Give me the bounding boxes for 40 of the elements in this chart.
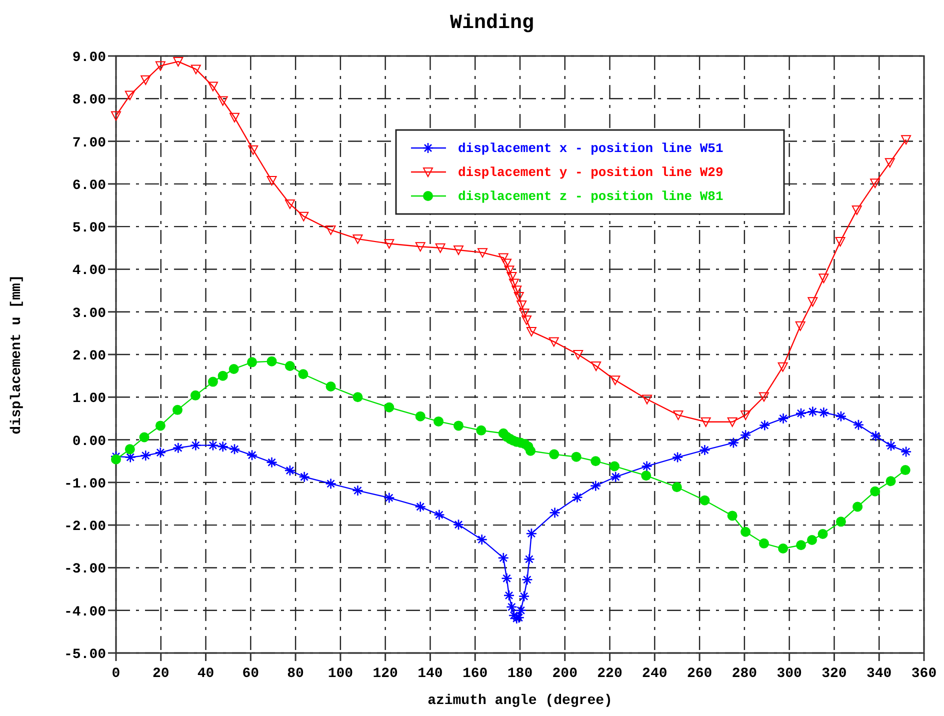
legend-label: displacement z - position line W81 bbox=[458, 189, 724, 204]
x-tick-label: 80 bbox=[287, 666, 304, 682]
y-tick-label: 0.00 bbox=[72, 434, 106, 450]
y-axis-title: displacement u [mm] bbox=[9, 274, 25, 434]
x-tick-label: 220 bbox=[597, 666, 622, 682]
x-tick-label: 140 bbox=[418, 666, 443, 682]
x-tick-label: 200 bbox=[552, 666, 578, 682]
x-tick-label: 300 bbox=[776, 666, 802, 682]
x-tick-label: 40 bbox=[197, 666, 214, 682]
x-tick-label: 160 bbox=[462, 666, 488, 682]
y-tick-label: 4.00 bbox=[72, 263, 106, 280]
x-tick-label: 20 bbox=[152, 666, 170, 682]
y-tick-label: 9.00 bbox=[72, 50, 106, 66]
legend-label: displacement y - position line W29 bbox=[458, 165, 724, 180]
chart-title: Winding bbox=[450, 12, 534, 35]
x-tick-label: 60 bbox=[242, 666, 260, 682]
x-tick-label: 180 bbox=[507, 666, 533, 682]
x-tick-label: 240 bbox=[642, 666, 668, 682]
legend-label: displacement x - position line W51 bbox=[458, 141, 724, 156]
x-axis-title: azimuth angle (degree) bbox=[428, 693, 612, 709]
x-tick-label: 100 bbox=[328, 666, 354, 682]
x-tick-label: 340 bbox=[866, 666, 892, 682]
x-tick-label: 320 bbox=[822, 666, 847, 682]
x-tick-label: 360 bbox=[911, 666, 937, 682]
y-tick-label: -4.00 bbox=[64, 604, 106, 620]
y-tick-label: 6.00 bbox=[72, 178, 106, 194]
x-tick-label: 260 bbox=[686, 666, 712, 682]
x-tick-label: 280 bbox=[732, 666, 758, 682]
y-tick-label: -5.00 bbox=[64, 647, 106, 663]
x-tick-label: 0 bbox=[112, 666, 120, 682]
y-tick-label: 8.00 bbox=[72, 92, 106, 109]
x-tick-label: 120 bbox=[372, 666, 398, 682]
y-tick-label: 1.00 bbox=[72, 391, 106, 408]
y-tick-label: 3.00 bbox=[72, 306, 106, 322]
y-tick-label: 7.00 bbox=[72, 135, 106, 152]
y-tick-label: -2.00 bbox=[64, 519, 106, 536]
y-tick-label: 2.00 bbox=[72, 348, 106, 364]
y-tick-label: -3.00 bbox=[64, 562, 106, 578]
y-tick-label: -1.00 bbox=[64, 476, 106, 492]
y-tick-label: 5.00 bbox=[72, 220, 106, 237]
